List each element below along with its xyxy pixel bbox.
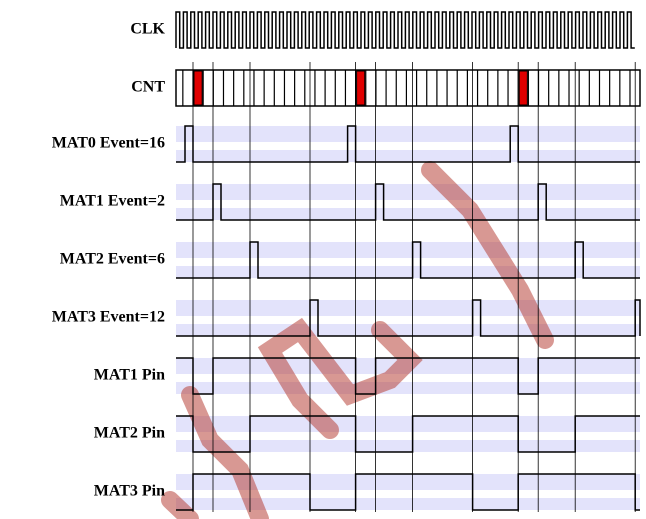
signal-label: MAT1 Pin — [94, 367, 165, 384]
signal-label: CNT — [131, 79, 165, 96]
row-band — [176, 324, 640, 336]
row-band — [176, 416, 640, 432]
row-band — [176, 266, 640, 278]
reset-count — [194, 71, 202, 105]
watermark — [170, 170, 545, 519]
signal-label: MAT3 Pin — [94, 483, 165, 500]
signal-label: MAT1 Event=2 — [60, 193, 165, 210]
signal-label: MAT2 Event=6 — [60, 251, 165, 268]
signal-label: MAT3 Event=12 — [52, 309, 165, 326]
reset-count — [357, 71, 365, 105]
timing-diagram: CLK CNT MAT0 Event=16 MAT1 Event=2 MAT2 Even… — [0, 0, 646, 519]
signal-label: MAT2 Pin — [94, 425, 165, 442]
signal-label: CLK — [130, 21, 165, 38]
counter-box — [176, 70, 640, 106]
reset-count — [519, 71, 527, 105]
row-band — [176, 382, 640, 394]
row-band — [176, 150, 640, 162]
row-band — [176, 440, 640, 452]
row-band — [176, 184, 640, 200]
row-band — [176, 300, 640, 316]
row-band — [176, 242, 640, 258]
labels: CLK CNT MAT0 Event=16 MAT1 Event=2 MAT2 Even… — [52, 21, 166, 500]
row-band — [176, 126, 640, 142]
row-band — [176, 208, 640, 220]
waveform — [176, 12, 635, 48]
signal-label: MAT0 Event=16 — [52, 135, 165, 152]
waveforms — [176, 12, 640, 510]
